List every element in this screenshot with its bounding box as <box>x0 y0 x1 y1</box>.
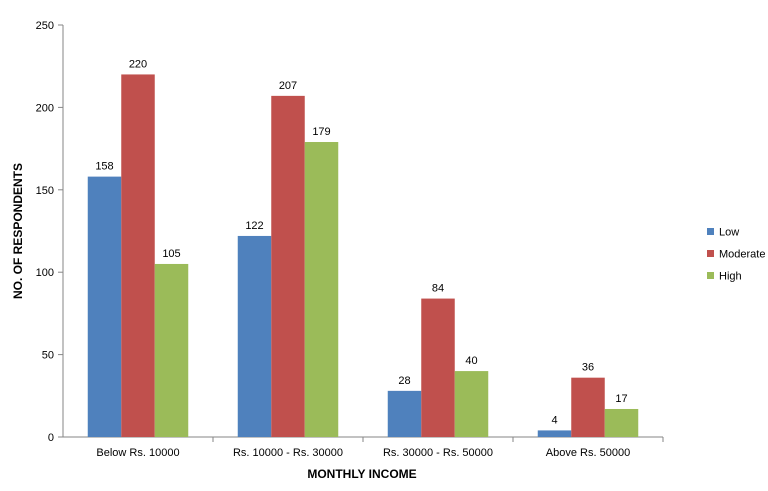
bar-high <box>604 408 639 437</box>
y-tick-label: 150 <box>36 185 54 197</box>
data-label: 179 <box>312 126 330 138</box>
data-label: 84 <box>432 283 444 295</box>
data-label: 28 <box>398 375 410 387</box>
legend-swatch-high <box>707 272 714 279</box>
data-label: 105 <box>162 248 180 260</box>
y-axis-label: NO. OF RESPONDENTS <box>11 163 25 299</box>
legend-label-high: High <box>719 271 742 283</box>
bar-moderate <box>421 298 455 437</box>
bar-low <box>237 235 272 437</box>
data-label: 158 <box>95 161 113 173</box>
bar-high <box>154 263 189 437</box>
x-tick-label: Rs. 30000 - Rs. 50000 <box>383 447 493 459</box>
x-tick-label: Rs. 10000 - Rs. 30000 <box>233 447 343 459</box>
y-tick-label: 0 <box>48 432 54 444</box>
bar-high <box>454 371 489 437</box>
bar-moderate <box>121 74 155 437</box>
data-label: 40 <box>465 355 477 367</box>
data-label: 17 <box>615 393 627 405</box>
data-label: 207 <box>279 80 297 92</box>
bar-high <box>304 142 339 437</box>
bar-low <box>537 430 572 437</box>
x-tick-label: Above Rs. 50000 <box>546 447 630 459</box>
legend-swatch-moderate <box>707 250 714 257</box>
y-tick-label: 250 <box>36 20 54 32</box>
bar-moderate <box>271 95 305 437</box>
data-label: 220 <box>129 58 147 70</box>
data-label: 36 <box>582 362 594 374</box>
x-tick-label: Below Rs. 10000 <box>96 447 179 459</box>
y-tick-label: 50 <box>42 350 54 362</box>
bar-low <box>387 390 422 437</box>
x-axis-label: MONTHLY INCOME <box>307 467 416 481</box>
bar-low <box>87 176 122 437</box>
legend-label-low: Low <box>719 227 739 239</box>
legend-label-moderate: Moderate <box>719 249 765 261</box>
data-label: 4 <box>551 414 557 426</box>
legend-swatch-low <box>707 228 714 235</box>
y-tick-label: 200 <box>36 102 54 114</box>
data-label: 122 <box>245 220 263 232</box>
y-tick-label: 100 <box>36 267 54 279</box>
bar-moderate <box>571 377 605 437</box>
